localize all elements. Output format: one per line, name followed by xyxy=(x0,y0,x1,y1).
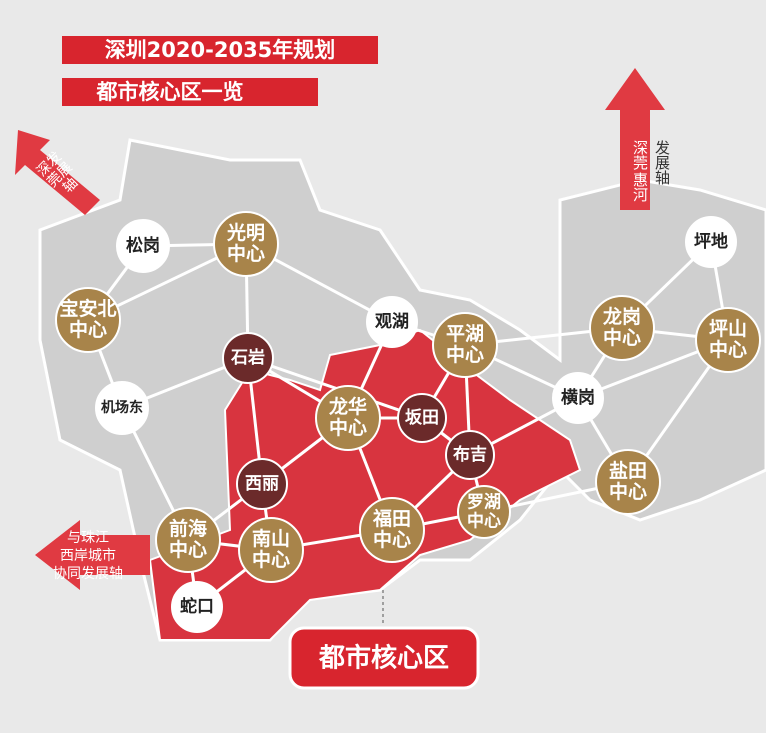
node xyxy=(457,485,511,539)
node xyxy=(55,287,121,353)
core-label: 都市核心区 xyxy=(318,643,449,674)
node-label: 中心 xyxy=(169,538,207,561)
node xyxy=(695,307,761,373)
node-label: 布吉 xyxy=(453,444,487,465)
node xyxy=(155,507,221,573)
node-label: 光明 xyxy=(226,221,265,244)
node-label: 中心 xyxy=(609,480,647,503)
node-label: 中心 xyxy=(252,548,290,571)
node xyxy=(171,581,223,633)
arrow-label: 深莞 xyxy=(631,140,649,171)
node-label: 龙岗 xyxy=(603,305,641,328)
node-label: 中心 xyxy=(69,318,107,341)
arrow-shape xyxy=(605,68,665,210)
node xyxy=(213,211,279,277)
core-label-box xyxy=(288,626,480,690)
node-label: 前海 xyxy=(169,517,207,540)
node xyxy=(366,296,418,348)
node-label: 坪山 xyxy=(709,318,747,340)
arrow-label: 西岸城市 xyxy=(60,547,116,564)
node-label: 中心 xyxy=(446,343,484,366)
node-label: 福田 xyxy=(372,507,411,530)
node xyxy=(552,372,604,424)
title-box xyxy=(62,78,318,106)
node xyxy=(685,216,737,268)
node xyxy=(432,312,498,378)
node-label: 龙华 xyxy=(329,395,367,418)
node-label: 中心 xyxy=(227,242,265,265)
node-label: 坪地 xyxy=(694,231,728,252)
arrow-label: 惠河 xyxy=(631,172,649,202)
node-label: 平湖 xyxy=(446,323,484,345)
node-label: 横岗 xyxy=(561,387,595,408)
node-label: 宝安北 xyxy=(59,297,116,320)
node-label: 中心 xyxy=(709,338,747,361)
node xyxy=(397,393,447,443)
arrow-shape xyxy=(15,130,100,215)
arrow-label: 发展轴 xyxy=(653,140,671,185)
node-label: 中心 xyxy=(467,511,501,532)
node-label: 西丽 xyxy=(245,474,279,494)
node-label: 中心 xyxy=(603,326,641,349)
node-label: 蛇口 xyxy=(180,596,214,617)
node-label: 坂田 xyxy=(405,408,439,428)
node xyxy=(595,449,661,515)
node-label: 观湖 xyxy=(374,312,409,332)
arrow-shape xyxy=(35,520,150,590)
node-label: 中心 xyxy=(329,416,367,439)
title-box xyxy=(62,36,378,64)
node xyxy=(236,458,288,510)
node xyxy=(116,219,170,273)
node-label: 中心 xyxy=(373,528,411,551)
node xyxy=(238,517,304,583)
node-label: 机场东 xyxy=(101,399,143,416)
node-label: 罗湖 xyxy=(467,493,501,513)
arrow-label: 与珠江 xyxy=(67,530,109,546)
node xyxy=(359,497,425,563)
node-label: 石岩 xyxy=(230,347,265,368)
node-label: 南山 xyxy=(252,528,290,550)
arrow-label: 协同发展轴 xyxy=(53,566,123,582)
node xyxy=(315,385,381,451)
node-label: 盐田 xyxy=(609,459,647,482)
node xyxy=(95,381,149,435)
subtitle: 都市核心区一览 xyxy=(96,80,244,104)
node xyxy=(445,430,495,480)
node-label: 松岗 xyxy=(126,235,160,256)
node xyxy=(222,332,274,384)
node xyxy=(589,295,655,361)
title: 深圳2020-2035年规划 xyxy=(105,38,336,62)
